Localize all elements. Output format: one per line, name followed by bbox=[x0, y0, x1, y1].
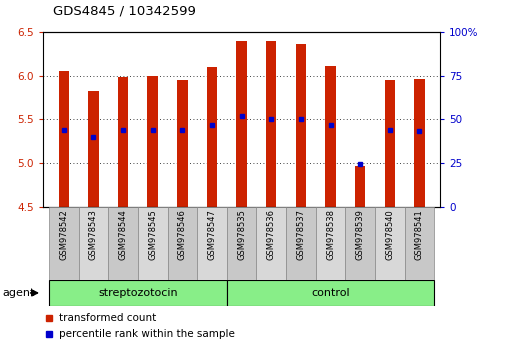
Bar bbox=[49, 207, 78, 280]
Bar bbox=[315, 207, 345, 280]
Bar bbox=[404, 207, 433, 280]
Text: GSM978543: GSM978543 bbox=[89, 209, 97, 260]
Text: GSM978545: GSM978545 bbox=[148, 209, 157, 260]
Bar bbox=[256, 207, 285, 280]
Bar bbox=[355, 166, 365, 207]
Text: GSM978542: GSM978542 bbox=[59, 209, 68, 260]
Text: transformed count: transformed count bbox=[59, 313, 156, 323]
Text: percentile rank within the sample: percentile rank within the sample bbox=[59, 329, 234, 339]
Bar bbox=[177, 80, 187, 207]
Bar bbox=[167, 207, 197, 280]
Text: GSM978541: GSM978541 bbox=[414, 209, 423, 260]
Text: GSM978540: GSM978540 bbox=[385, 209, 393, 260]
Bar bbox=[325, 66, 335, 207]
Bar bbox=[374, 207, 404, 280]
Text: GSM978538: GSM978538 bbox=[325, 209, 334, 260]
Text: GSM978547: GSM978547 bbox=[207, 209, 216, 260]
Text: control: control bbox=[311, 288, 349, 298]
Text: GSM978535: GSM978535 bbox=[237, 209, 245, 260]
Text: streptozotocin: streptozotocin bbox=[98, 288, 177, 298]
Bar bbox=[236, 41, 246, 207]
Text: GSM978546: GSM978546 bbox=[177, 209, 186, 260]
Bar bbox=[266, 41, 276, 207]
Bar bbox=[295, 44, 306, 207]
Bar bbox=[49, 280, 226, 306]
Text: GSM978537: GSM978537 bbox=[296, 209, 305, 260]
Text: GSM978544: GSM978544 bbox=[118, 209, 127, 260]
Bar bbox=[78, 207, 108, 280]
Bar bbox=[197, 207, 226, 280]
Bar bbox=[207, 67, 217, 207]
Bar bbox=[226, 207, 256, 280]
Bar bbox=[118, 76, 128, 207]
Bar bbox=[285, 207, 315, 280]
Text: GSM978536: GSM978536 bbox=[266, 209, 275, 260]
Bar bbox=[226, 280, 433, 306]
Bar bbox=[137, 207, 167, 280]
Bar bbox=[147, 76, 158, 207]
Text: GSM978539: GSM978539 bbox=[355, 209, 364, 260]
Bar bbox=[384, 80, 394, 207]
Bar bbox=[414, 79, 424, 207]
Bar bbox=[88, 91, 98, 207]
Text: agent: agent bbox=[3, 288, 35, 298]
Bar bbox=[59, 71, 69, 207]
Bar bbox=[108, 207, 137, 280]
Text: GDS4845 / 10342599: GDS4845 / 10342599 bbox=[53, 5, 195, 18]
Bar bbox=[345, 207, 374, 280]
